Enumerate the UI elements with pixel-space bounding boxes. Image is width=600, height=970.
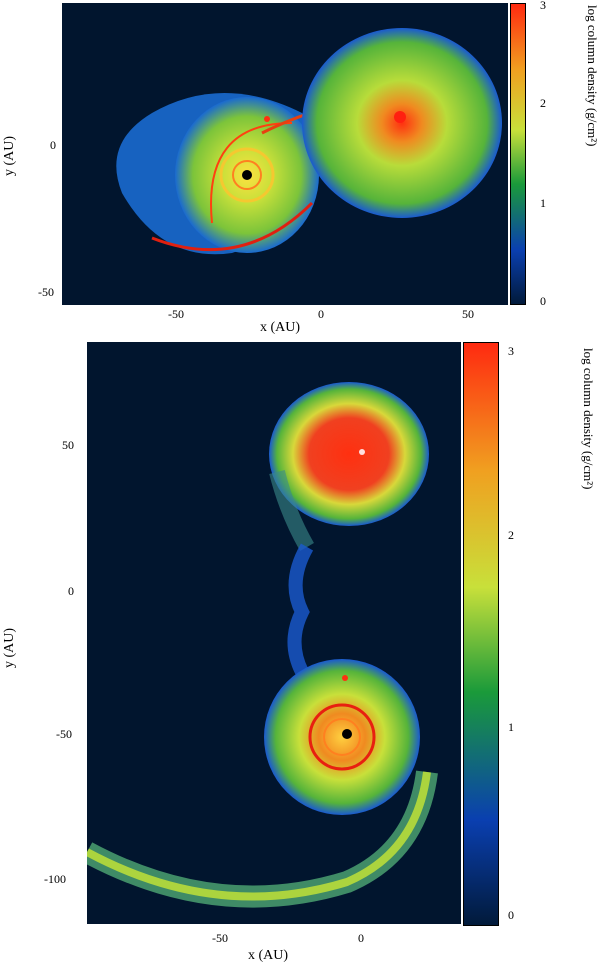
bottom-ytick--50: -50 <box>56 727 72 741</box>
top-xtick--50: -50 <box>168 307 184 321</box>
top-cbar-tick-3: 3 <box>540 0 546 12</box>
bottom-ytick--100: -100 <box>44 872 66 886</box>
bottom-cbar-tick-3: 3 <box>508 344 514 358</box>
bottom-xtick--50: -50 <box>212 931 228 945</box>
left-sink <box>242 170 252 180</box>
bottom-xtick-0: 0 <box>358 931 364 945</box>
bottom-cbar-tick-0: 0 <box>508 908 514 922</box>
top-density-map <box>62 3 508 305</box>
top-cbar-tick-1: 1 <box>540 196 546 210</box>
bottom-colorbar <box>463 342 499 926</box>
upper-disc <box>269 382 429 526</box>
top-density-image <box>116 28 502 255</box>
bottom-cbar-label: log column density (g/cm²) <box>581 348 596 490</box>
top-xlabel: x (AU) <box>260 320 301 335</box>
top-cbar-tick-0: 0 <box>540 294 546 308</box>
bottom-ylabel: y (AU) <box>2 627 17 668</box>
bottom-ytick-50: 50 <box>62 438 74 452</box>
bottom-cbar-tick-1: 1 <box>508 720 514 734</box>
top-xtick-50: 50 <box>462 307 474 321</box>
bottom-ytick-0: 0 <box>68 584 74 598</box>
bottom-xlabel: x (AU) <box>248 948 289 963</box>
top-colorbar <box>510 3 526 305</box>
top-xtick-0: 0 <box>318 307 324 321</box>
top-ytick-0: 0 <box>50 138 56 152</box>
lower-sink <box>342 729 352 739</box>
top-cbar-tick-2: 2 <box>540 96 546 110</box>
bottom-density-map <box>87 342 461 924</box>
bottom-cbar-tick-2: 2 <box>508 528 514 542</box>
bottom-density-image <box>87 382 438 908</box>
lower-disc <box>264 659 420 815</box>
right-disc <box>302 28 502 218</box>
upper-sink <box>359 449 365 455</box>
top-cbar-label: log column density (g/cm²) <box>585 5 600 147</box>
top-ytick--50: -50 <box>38 285 54 299</box>
top-ylabel: y (AU) <box>2 135 17 176</box>
